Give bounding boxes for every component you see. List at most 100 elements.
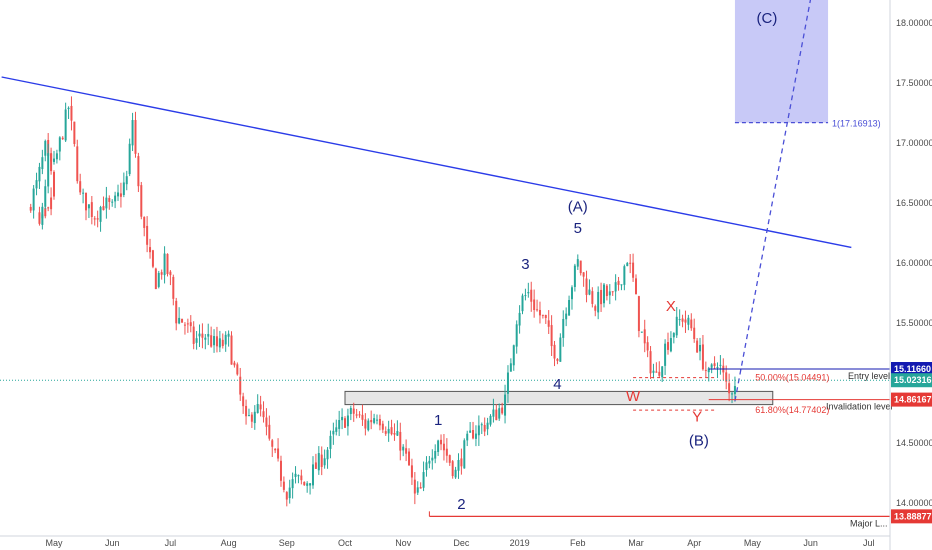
candle-body — [338, 420, 341, 429]
candle-body — [53, 171, 55, 197]
candle-body — [440, 439, 443, 445]
candle-body — [344, 418, 346, 428]
candle-body — [332, 430, 335, 435]
candle-body — [588, 289, 591, 295]
invalidation-level-label: Invalidation level — [826, 402, 893, 412]
candle-body — [492, 409, 495, 417]
candle-body — [501, 407, 504, 414]
candle-body — [550, 325, 553, 347]
candle-body — [125, 176, 128, 185]
candle-body — [195, 338, 198, 343]
candle-body — [140, 185, 143, 217]
candle-body — [236, 364, 239, 375]
candle-body — [146, 225, 149, 245]
candle-body — [64, 109, 67, 141]
candle-body — [32, 188, 35, 211]
candle-body — [119, 193, 122, 197]
candle-body — [600, 289, 603, 305]
candle-body — [629, 262, 632, 264]
candle-body — [70, 105, 73, 121]
candle-body — [419, 487, 422, 489]
candle-body — [504, 394, 507, 416]
candle-body — [201, 333, 204, 338]
candle-body — [661, 366, 664, 378]
price-tick-label: 17.00000 — [896, 138, 932, 148]
candle-body — [172, 276, 175, 299]
candle-body — [597, 291, 600, 313]
candle-body — [664, 343, 667, 366]
candle-body — [279, 460, 282, 481]
candle-body — [713, 363, 716, 367]
candle-body — [117, 192, 120, 197]
candle-body — [576, 259, 579, 267]
candle-body — [108, 198, 111, 202]
candle-body — [536, 309, 539, 311]
candle-body — [335, 427, 338, 432]
candle-body — [524, 295, 527, 297]
candle-body — [515, 324, 518, 347]
candle-body — [367, 420, 370, 431]
candle-body — [451, 461, 454, 477]
candle-body — [704, 369, 707, 371]
candle-body — [111, 201, 114, 203]
candle-body — [253, 411, 256, 424]
candle-body — [448, 455, 451, 463]
candle-body — [376, 419, 379, 421]
candle-body — [157, 272, 160, 287]
candle-body — [122, 182, 125, 195]
candle-body — [361, 414, 364, 420]
candle-body — [480, 424, 483, 426]
time-axis[interactable]: May Jun Jul Aug Sep Oct Nov Dec 2019 Feb Mar Apr May… — [45, 538, 874, 548]
candle-body — [716, 366, 719, 368]
time-tick-label: Sep — [279, 538, 295, 548]
candle-body — [602, 284, 605, 304]
candle-body — [114, 195, 117, 202]
descending-trendline[interactable] — [1, 76, 852, 249]
candle-body — [221, 339, 224, 347]
candle-body — [90, 202, 93, 217]
candle-body — [538, 309, 541, 316]
wave-label: (C) — [757, 10, 778, 27]
candle-body — [731, 393, 734, 395]
candle-body — [553, 344, 556, 359]
candle-body — [518, 312, 521, 326]
price-axis[interactable]: 14.0000014.5000015.0000015.5000016.00000… — [896, 18, 932, 508]
candle-body — [699, 344, 702, 352]
candle-body — [672, 333, 675, 338]
candle-body — [85, 192, 88, 211]
candle-body — [29, 206, 32, 211]
candle-body — [73, 121, 76, 144]
candle-body — [329, 435, 332, 449]
support-zone — [344, 390, 774, 406]
candle-body — [143, 217, 146, 228]
candle-body — [320, 454, 323, 467]
wave-label: (B) — [689, 432, 709, 449]
candle-body — [533, 299, 536, 311]
candle-body — [178, 317, 181, 324]
candle-body — [608, 291, 611, 296]
candle-body — [690, 319, 693, 329]
candle-body — [76, 146, 79, 182]
candle-body — [99, 207, 102, 222]
candle-body — [591, 291, 594, 304]
candle-body — [300, 475, 303, 481]
candle-body — [227, 333, 230, 337]
time-tick-label: 2019 — [510, 538, 530, 548]
wave-label: 1 — [434, 412, 442, 429]
candle-body — [399, 431, 402, 451]
candle-body — [457, 460, 460, 471]
candle-body — [611, 291, 614, 293]
candle-body — [460, 458, 463, 467]
candle-body — [495, 409, 498, 421]
candle-body — [102, 206, 105, 211]
candle-body — [233, 362, 236, 366]
candle-body — [50, 153, 53, 162]
price-tick-label: 14.00000 — [896, 498, 932, 508]
candle-body — [306, 483, 309, 486]
candle-body — [454, 469, 457, 478]
time-tick-label: Mar — [628, 538, 644, 548]
candle-body — [277, 448, 280, 459]
wave-label: 4 — [553, 376, 561, 393]
candle-body — [38, 166, 41, 182]
